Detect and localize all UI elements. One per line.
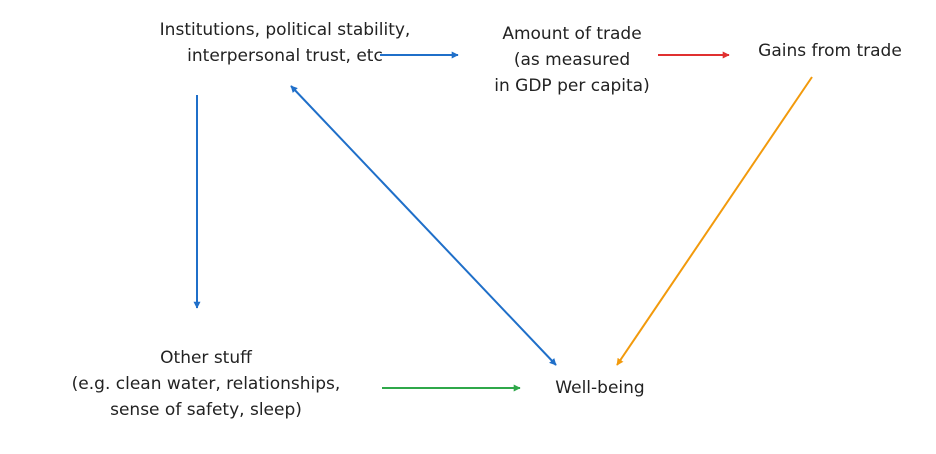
edge-institutions-wellbeing-bidirectional [290, 85, 557, 366]
node-institutions: Institutions, political stability, inter… [112, 17, 458, 69]
node-institutions-line-2: interpersonal trust, etc [187, 46, 383, 66]
node-other-line-2: (e.g. clean water, relationships, [71, 374, 341, 394]
node-gains-line-1: Gains from trade [758, 41, 902, 61]
node-trade-line-2: (as measured [513, 50, 631, 70]
node-well-being: Well-being [530, 375, 670, 401]
node-wellbeing-line-1: Well-being [555, 378, 645, 398]
node-gains-from-trade: Gains from trade [740, 38, 920, 64]
node-institutions-line-1: Institutions, political stability, [159, 20, 411, 40]
node-other-stuff: Other stuff (e.g. clean water, relations… [40, 345, 372, 423]
node-other-line-1: Other stuff [160, 348, 252, 368]
node-trade-line-1: Amount of trade [502, 24, 642, 44]
edge-gains-to-wellbeing [616, 76, 813, 366]
node-other-line-3: sense of safety, sleep) [110, 400, 302, 420]
